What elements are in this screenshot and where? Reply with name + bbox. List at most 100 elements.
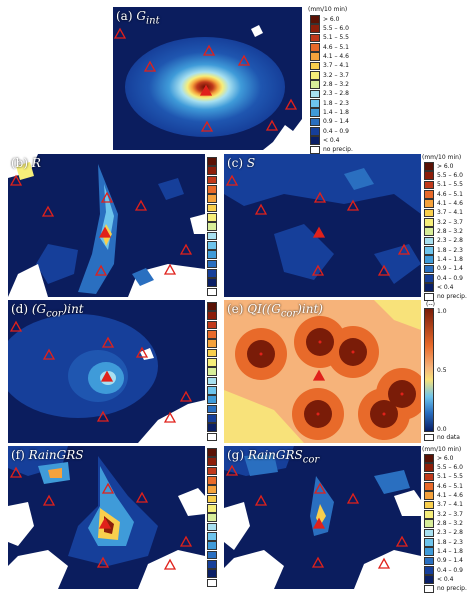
qi-colorbar xyxy=(424,308,434,432)
legend-swatch xyxy=(207,185,217,194)
legend-label: 5.1 – 5.5 xyxy=(437,181,463,189)
legend-label: 1.8 – 2.3 xyxy=(437,246,463,254)
legend-swatch xyxy=(207,376,217,386)
legend-swatch xyxy=(424,264,434,274)
legend-swatch xyxy=(207,287,217,297)
legend-swatch xyxy=(207,560,217,569)
legend-swatch xyxy=(207,448,217,457)
legend-swatch xyxy=(424,463,434,473)
legend-swatch xyxy=(424,171,434,181)
legend-swatch xyxy=(424,519,434,529)
legend-label: 4.6 – 5.1 xyxy=(323,43,349,51)
legend-swatch xyxy=(310,136,320,146)
legend-swatch xyxy=(207,395,217,405)
legend-label: 0.4 – 0.9 xyxy=(323,127,349,135)
legend-unit-bottom: (mm/10 min) xyxy=(422,446,462,453)
panel-a-gint-map: (a) Gint xyxy=(113,7,302,150)
legend-swatch xyxy=(207,358,217,367)
legend-label: 3.7 – 4.1 xyxy=(437,501,463,509)
legend-label: < 0.4 xyxy=(323,136,340,144)
legend-swatch xyxy=(207,423,217,433)
legend-swatch xyxy=(424,255,434,265)
legend-swatch xyxy=(310,52,320,62)
legend-swatch xyxy=(424,454,434,463)
legend-swatch xyxy=(310,24,320,34)
legend-label: 5.5 – 6.0 xyxy=(437,171,463,179)
legend-swatch xyxy=(207,550,217,560)
legend-swatch xyxy=(424,547,434,557)
legend-label: < 0.4 xyxy=(437,283,454,291)
legend-swatch xyxy=(310,15,320,24)
legend-swatch xyxy=(424,510,434,519)
qi-mid-label: 0.5 xyxy=(437,367,447,374)
legend-swatch xyxy=(424,190,434,199)
panel-d-label: (d) (Gcor)int xyxy=(11,302,84,320)
qi-min-label: 0.0 xyxy=(437,426,447,433)
legend-label: 1.4 – 1.8 xyxy=(437,255,463,263)
legend-swatch xyxy=(424,566,434,575)
panel-g-raingrs-cor-map: (g) RainGRScor xyxy=(224,446,421,589)
legend-swatch xyxy=(424,274,434,283)
legend-colorbar-f xyxy=(207,448,217,588)
legend-swatch xyxy=(424,283,434,293)
legend-precip-bottom: > 6.0 5.5 – 6.0 5.1 – 5.5 4.6 – 5.1 4.1 – 4.… xyxy=(424,454,470,594)
legend-swatch xyxy=(424,208,434,218)
legend-unit-top: (mm/10 min) xyxy=(308,6,348,13)
legend-swatch xyxy=(310,61,320,71)
legend-label: 0.4 – 0.9 xyxy=(437,274,463,282)
legend-label: 4.6 – 5.1 xyxy=(437,190,463,198)
legend-swatch xyxy=(207,414,217,423)
legend-swatch xyxy=(310,80,320,90)
legend-swatch xyxy=(424,575,434,585)
legend-swatch xyxy=(310,43,320,52)
legend-label: 0.9 – 1.4 xyxy=(437,557,463,565)
legend-swatch xyxy=(207,269,217,278)
legend-swatch xyxy=(424,162,434,171)
legend-swatch xyxy=(207,259,217,269)
legend-swatch xyxy=(207,432,217,442)
legend-label: 3.2 – 3.7 xyxy=(437,218,463,226)
legend-swatch xyxy=(207,203,217,213)
qi-nodata-label: no data xyxy=(437,434,460,441)
legend-swatch xyxy=(207,485,217,495)
panel-f-label: (f) RainGRS xyxy=(11,448,84,462)
panel-f-raingrs-map: (f) RainGRS xyxy=(8,446,205,589)
legend-swatch xyxy=(207,222,217,232)
legend-swatch xyxy=(207,457,217,467)
legend-swatch xyxy=(207,522,217,532)
legend-swatch xyxy=(424,528,434,538)
legend-label: 2.8 – 3.2 xyxy=(437,519,463,527)
legend-swatch xyxy=(424,180,434,190)
legend-swatch xyxy=(424,236,434,246)
legend-swatch xyxy=(207,569,217,579)
legend-swatch xyxy=(310,127,320,136)
legend-swatch xyxy=(424,199,434,209)
legend-swatch xyxy=(207,278,217,288)
legend-label: 1.8 – 2.3 xyxy=(437,538,463,546)
legend-label: 3.7 – 4.1 xyxy=(323,62,349,70)
legend-swatch xyxy=(424,246,434,255)
legend-label: no precip. xyxy=(323,146,353,154)
legend-label: 2.8 – 3.2 xyxy=(323,80,349,88)
legend-precip-top: > 6.0 5.5 – 6.0 5.1 – 5.5 4.6 – 5.1 4.1 – 4.… xyxy=(310,15,370,155)
legend-swatch xyxy=(207,194,217,204)
legend-swatch xyxy=(207,513,217,523)
legend-swatch xyxy=(207,213,217,222)
panel-b-radar-map: (b) R xyxy=(8,154,205,297)
legend-swatch xyxy=(207,330,217,339)
legend-swatch xyxy=(207,386,217,395)
panel-b-label: (b) R xyxy=(11,156,41,170)
legend-label: 4.1 – 4.6 xyxy=(437,199,463,207)
legend-swatch xyxy=(207,320,217,330)
legend-swatch xyxy=(424,491,434,501)
legend-swatch xyxy=(207,404,217,414)
legend-swatch xyxy=(207,532,217,541)
legend-swatch xyxy=(207,476,217,485)
legend-swatch xyxy=(207,166,217,176)
panel-d-gcor-int-map: (d) (Gcor)int xyxy=(8,300,205,443)
legend-label: 5.5 – 6.0 xyxy=(323,24,349,32)
legend-swatch xyxy=(207,250,217,260)
legend-swatch xyxy=(424,556,434,566)
legend-swatch xyxy=(207,241,217,250)
panel-a-label: (a) Gint xyxy=(116,9,160,27)
